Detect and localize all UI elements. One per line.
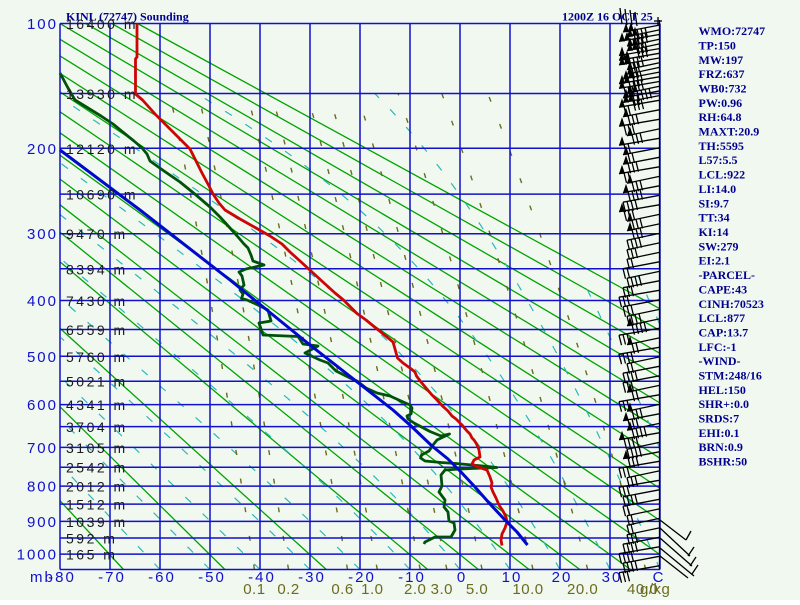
svg-text:SI:9.7: SI:9.7 [699,196,729,210]
svg-text:SRDS:7: SRDS:7 [699,412,740,426]
svg-text:-60: -60 [148,569,176,586]
svg-text:500: 500 [27,349,58,366]
svg-text:TP:150: TP:150 [699,39,736,53]
svg-text:10690 m: 10690 m [66,187,138,203]
svg-text:mb: mb [30,569,55,586]
svg-text:300: 300 [27,226,58,243]
svg-text:PW:0.96: PW:0.96 [699,96,743,110]
svg-text:EI:2.1: EI:2.1 [699,254,731,268]
svg-text:-80: -80 [48,569,76,586]
svg-text:C: C [653,569,666,586]
svg-text:20: 20 [552,569,573,586]
svg-text:-WIND-: -WIND- [699,354,741,368]
svg-text:1.0: 1.0 [361,581,383,598]
svg-text:CAP:13.7: CAP:13.7 [699,325,749,339]
svg-text:1512 m: 1512 m [66,497,128,513]
svg-text:SW:279: SW:279 [699,239,739,253]
svg-text:BSHR:50: BSHR:50 [699,455,748,469]
svg-text:13930 m: 13930 m [66,86,138,102]
svg-text:40.0: 40.0 [627,581,658,598]
svg-text:TH:5595: TH:5595 [699,139,744,153]
svg-text:g/kg: g/kg [640,581,670,598]
svg-text:900: 900 [27,514,58,531]
svg-text:5021 m: 5021 m [66,374,128,390]
svg-text:1039 m: 1039 m [66,514,128,530]
svg-text:HEL:150: HEL:150 [699,383,746,397]
svg-text:1000: 1000 [17,547,58,564]
svg-text:-30: -30 [298,569,326,586]
svg-text:2012 m: 2012 m [66,479,128,495]
svg-text:800: 800 [27,479,58,496]
svg-text:KINL (72747) Sounding: KINL (72747) Sounding [66,10,189,24]
svg-text:5760 m: 5760 m [66,349,128,365]
svg-text:EHI:0.1: EHI:0.1 [699,426,740,440]
svg-text:592 m: 592 m [66,531,117,547]
svg-text:WB0:732: WB0:732 [699,82,747,96]
svg-text:0.6: 0.6 [331,581,353,598]
svg-text:-PARCEL-: -PARCEL- [699,268,755,282]
svg-text:0.1: 0.1 [243,581,265,598]
svg-text:-10: -10 [398,569,426,586]
svg-text:5.0: 5.0 [466,581,488,598]
svg-text:1200Z 16 OCT 25: 1200Z 16 OCT 25 [562,10,653,24]
svg-text:6559 m: 6559 m [66,322,128,338]
svg-text:RH:64.8: RH:64.8 [699,110,742,124]
svg-text:L57:5.5: L57:5.5 [699,153,738,167]
svg-text:TT:34: TT:34 [699,211,730,225]
svg-text:MAXT:20.9: MAXT:20.9 [699,125,760,139]
svg-text:0.2: 0.2 [277,581,299,598]
svg-text:3.0: 3.0 [431,581,453,598]
svg-text:0: 0 [457,569,467,586]
svg-text:-40: -40 [248,569,276,586]
svg-text:600: 600 [27,397,58,414]
svg-text:16400 m: 16400 m [66,16,138,32]
svg-text:7430 m: 7430 m [66,293,128,309]
svg-text:30: 30 [602,569,623,586]
svg-text:WMO:72747: WMO:72747 [699,24,766,38]
svg-text:STM:248/16: STM:248/16 [699,369,762,383]
svg-text:-50: -50 [198,569,226,586]
svg-text:4341 m: 4341 m [66,397,128,413]
svg-text:8394 m: 8394 m [66,261,128,277]
svg-text:700: 700 [27,440,58,457]
svg-text:MW:197: MW:197 [699,53,744,67]
svg-text:-70: -70 [98,569,126,586]
svg-text:LCL:877: LCL:877 [699,311,746,325]
svg-text:10.0: 10.0 [512,581,543,598]
svg-text:10: 10 [502,569,523,586]
svg-text:3105 m: 3105 m [66,440,128,456]
svg-text:KI:14: KI:14 [699,225,729,239]
svg-text:CINH:70523: CINH:70523 [699,297,764,311]
svg-text:-20: -20 [348,569,376,586]
svg-text:2542 m: 2542 m [66,460,128,476]
svg-text:9470 m: 9470 m [66,226,128,242]
svg-text:LCL:922: LCL:922 [699,168,746,182]
svg-text:BRN:0.9: BRN:0.9 [699,440,743,454]
svg-text:165 m: 165 m [66,547,117,563]
svg-text:400: 400 [27,293,58,310]
svg-text:200: 200 [27,141,58,158]
svg-text:CAPE:43: CAPE:43 [699,282,748,296]
svg-text:12120 m: 12120 m [66,141,138,157]
svg-text:100: 100 [27,16,58,33]
svg-text:LFC:-1: LFC:-1 [699,340,737,354]
svg-text:LI:14.0: LI:14.0 [699,182,737,196]
svg-text:3704 m: 3704 m [66,419,128,435]
svg-text:2.0: 2.0 [404,581,426,598]
svg-text:FRZ:637: FRZ:637 [699,67,745,81]
svg-text:20.0: 20.0 [567,581,598,598]
svg-text:SHR+:0.0: SHR+:0.0 [699,397,750,411]
